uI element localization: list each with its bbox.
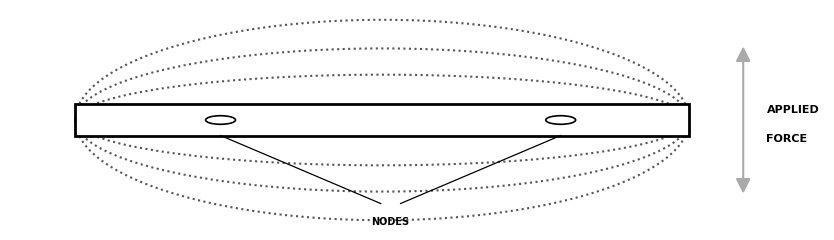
Bar (75, 104, 689, 136)
Text: FORCE: FORCE (766, 134, 807, 144)
Text: NODES: NODES (372, 217, 409, 227)
FancyArrowPatch shape (737, 49, 749, 191)
Text: APPLIED: APPLIED (766, 105, 819, 115)
